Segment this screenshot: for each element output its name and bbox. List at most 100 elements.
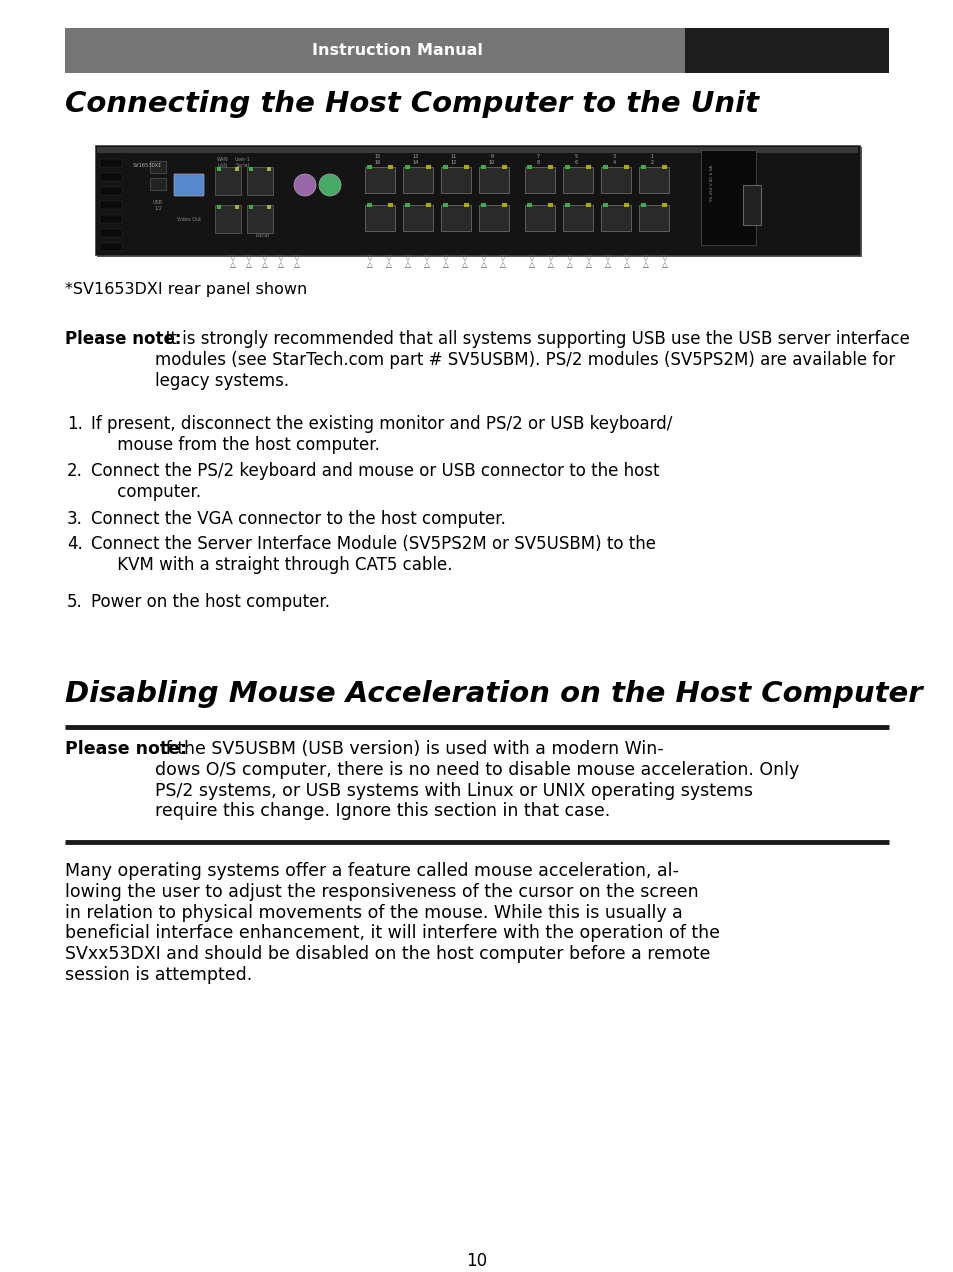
Bar xyxy=(365,167,395,193)
Text: ▽: ▽ xyxy=(442,253,449,262)
Text: ▽: ▽ xyxy=(367,253,373,262)
Bar xyxy=(367,204,372,207)
Bar xyxy=(267,205,271,209)
Bar xyxy=(100,229,122,237)
Text: △: △ xyxy=(585,259,591,268)
Text: 13: 13 xyxy=(413,154,418,159)
Bar xyxy=(623,165,628,169)
Text: SV1653DXI: SV1653DXI xyxy=(132,163,162,168)
Text: Connect the PS/2 keyboard and mouse or USB connector to the host
     computer.: Connect the PS/2 keyboard and mouse or U… xyxy=(91,462,659,501)
Text: 12: 12 xyxy=(451,160,456,165)
Bar xyxy=(600,167,630,193)
Bar xyxy=(405,204,410,207)
Text: ▽: ▽ xyxy=(277,253,284,262)
Bar xyxy=(234,205,239,209)
Text: 2: 2 xyxy=(650,160,653,165)
Bar xyxy=(440,167,471,193)
Text: ▽: ▽ xyxy=(623,253,629,262)
Bar xyxy=(442,204,448,207)
Bar xyxy=(501,204,506,207)
Bar xyxy=(562,205,593,232)
Text: △: △ xyxy=(442,259,449,268)
Text: △: △ xyxy=(547,259,554,268)
Bar xyxy=(478,167,509,193)
Bar xyxy=(365,205,395,232)
Text: 4: 4 xyxy=(612,160,615,165)
Text: 1: 1 xyxy=(650,154,653,159)
Text: △: △ xyxy=(529,259,535,268)
Text: △: △ xyxy=(499,259,505,268)
Text: △: △ xyxy=(367,259,373,268)
Text: Please note:: Please note: xyxy=(65,740,187,758)
Bar xyxy=(684,28,888,73)
Bar xyxy=(562,167,593,193)
Bar xyxy=(623,204,628,207)
Bar xyxy=(214,205,241,233)
Bar xyxy=(100,173,122,181)
Text: Video Out: Video Out xyxy=(176,218,201,223)
Bar xyxy=(526,165,532,169)
Circle shape xyxy=(294,174,315,196)
Bar xyxy=(602,165,607,169)
Text: △: △ xyxy=(386,259,392,268)
Bar xyxy=(585,165,590,169)
Text: ▽: ▽ xyxy=(480,253,486,262)
Bar xyxy=(249,167,253,170)
Text: ▽: ▽ xyxy=(547,253,554,262)
Text: It is strongly recommended that all systems supporting USB use the USB server in: It is strongly recommended that all syst… xyxy=(154,329,909,389)
Text: Power on the host computer.: Power on the host computer. xyxy=(91,593,330,611)
Bar xyxy=(463,165,469,169)
Circle shape xyxy=(318,174,340,196)
Text: △: △ xyxy=(642,259,648,268)
Text: ▽: ▽ xyxy=(262,253,268,262)
Bar xyxy=(426,204,431,207)
Bar xyxy=(440,205,471,232)
Bar xyxy=(480,165,485,169)
Text: 1.: 1. xyxy=(67,415,83,432)
Text: 10: 10 xyxy=(488,160,495,165)
Bar xyxy=(214,167,241,195)
Bar xyxy=(442,165,448,169)
Bar xyxy=(640,204,645,207)
Text: ▽: ▽ xyxy=(529,253,535,262)
Bar xyxy=(95,145,859,254)
Text: △: △ xyxy=(623,259,629,268)
Text: Instruction Manual: Instruction Manual xyxy=(312,43,482,59)
Text: Local: Local xyxy=(255,233,270,238)
Bar xyxy=(547,204,553,207)
Bar xyxy=(405,165,410,169)
Bar xyxy=(100,243,122,251)
Text: 4.: 4. xyxy=(67,536,83,553)
Bar xyxy=(388,204,393,207)
Text: User-1
Serial: User-1 Serial xyxy=(234,156,251,168)
Text: 14: 14 xyxy=(413,160,418,165)
Bar xyxy=(547,165,553,169)
Text: △: △ xyxy=(230,259,235,268)
Text: ▽: ▽ xyxy=(424,253,430,262)
Text: Many operating systems offer a feature called mouse acceleration, al-
lowing the: Many operating systems offer a feature c… xyxy=(65,862,720,985)
Text: *SV1653DXI rear panel shown: *SV1653DXI rear panel shown xyxy=(65,282,307,296)
Text: ▽: ▽ xyxy=(661,253,667,262)
Text: △: △ xyxy=(424,259,430,268)
Text: Connect the VGA connector to the host computer.: Connect the VGA connector to the host co… xyxy=(91,510,505,528)
Text: If present, disconnect the existing monitor and PS/2 or USB keyboard/
     mouse: If present, disconnect the existing moni… xyxy=(91,415,672,454)
Text: 6: 6 xyxy=(574,160,577,165)
Text: Please note:: Please note: xyxy=(65,329,181,349)
Bar xyxy=(700,150,755,245)
Text: 9: 9 xyxy=(490,154,493,159)
Text: ▽: ▽ xyxy=(230,253,235,262)
Bar xyxy=(478,205,509,232)
Bar xyxy=(742,184,760,225)
Bar xyxy=(402,205,433,232)
Bar xyxy=(100,187,122,195)
Bar xyxy=(388,165,393,169)
Bar xyxy=(234,167,239,170)
Bar xyxy=(639,167,668,193)
Bar xyxy=(150,162,166,173)
Text: △: △ xyxy=(294,259,299,268)
Bar xyxy=(216,205,221,209)
Bar xyxy=(402,167,433,193)
Text: ▽: ▽ xyxy=(294,253,299,262)
Text: Disabling Mouse Acceleration on the Host Computer: Disabling Mouse Acceleration on the Host… xyxy=(65,681,922,709)
Bar xyxy=(216,167,221,170)
